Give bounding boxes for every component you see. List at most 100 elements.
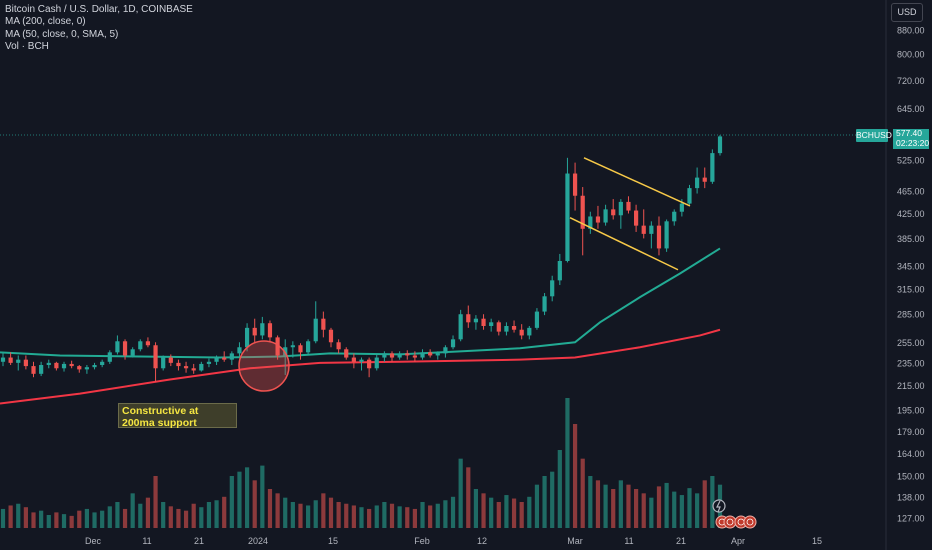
candle-body <box>145 341 151 346</box>
volume-bar <box>168 506 173 528</box>
volume-bar <box>31 512 36 528</box>
volume-bar <box>672 491 677 528</box>
volume-bar <box>603 484 608 528</box>
candle-body <box>267 323 273 338</box>
volume-bar <box>344 503 349 528</box>
legend-title: Bitcoin Cash / U.S. Dollar, 1D, COINBASE <box>5 4 193 15</box>
candle-body <box>702 177 707 182</box>
candle-body <box>405 353 410 356</box>
candle-body <box>306 341 311 353</box>
chart-legend: Bitcoin Cash / U.S. Dollar, 1D, COINBASE… <box>5 4 193 53</box>
candle-body <box>710 153 715 182</box>
x-tick-label: 21 <box>676 536 686 546</box>
candle-body <box>77 366 82 370</box>
ma200-line <box>0 328 721 405</box>
volume-bar <box>702 480 707 528</box>
y-tick-label: 255.00 <box>897 338 925 348</box>
volume-bar <box>229 476 234 528</box>
candle-body <box>100 361 105 366</box>
volume-bar <box>679 495 684 528</box>
y-tick-label: 164.00 <box>897 449 925 459</box>
volume-bar <box>46 515 51 528</box>
volume-bar <box>397 506 402 528</box>
candle-body <box>672 211 677 222</box>
volume-bar <box>153 476 158 528</box>
volume-bar <box>130 493 135 528</box>
y-tick-label: 150.00 <box>897 472 925 482</box>
volume-bar <box>428 505 433 528</box>
volume-bar <box>420 502 425 528</box>
volume-bar <box>664 482 669 528</box>
candle-body <box>435 353 440 356</box>
candle-body <box>191 368 196 371</box>
candle-body <box>504 325 509 332</box>
volume-bar <box>283 497 288 528</box>
volume-bar <box>595 480 601 528</box>
volume-bar <box>0 508 6 528</box>
candle-body <box>489 322 494 326</box>
volume-bar <box>54 512 59 528</box>
candle-body <box>595 216 601 223</box>
candle-body <box>367 359 372 369</box>
volume-bar <box>176 508 181 528</box>
volume-bar <box>328 497 334 528</box>
volume-bar <box>443 500 448 528</box>
volume-bar <box>611 489 616 528</box>
channel-upper-line <box>583 157 691 207</box>
candle-body <box>534 311 540 328</box>
volume-bar <box>275 493 280 528</box>
candle-body <box>122 341 128 356</box>
x-tick-label: Apr <box>731 536 745 546</box>
currency-button[interactable]: USD <box>891 3 923 22</box>
legend-volume: Vol · BCH <box>5 40 49 52</box>
volume-bar <box>306 505 311 528</box>
candle-body <box>46 362 51 366</box>
channel-lower-line <box>569 216 679 271</box>
candle-body <box>695 177 700 189</box>
volume-bar <box>588 476 593 528</box>
candle-body <box>321 318 326 330</box>
y-tick-label: 235.00 <box>897 358 925 368</box>
candle-body <box>16 359 21 363</box>
candle-body <box>679 203 684 212</box>
candle-body <box>412 355 417 358</box>
volume-bar <box>450 496 456 528</box>
y-tick-label: 525.00 <box>897 156 925 166</box>
volume-bar <box>550 471 555 528</box>
volume-bar <box>534 484 540 528</box>
volume-bar <box>8 505 13 528</box>
lightning-icon-glyph <box>716 500 721 513</box>
candle-body <box>466 314 471 323</box>
y-tick-label: 315.00 <box>897 284 925 294</box>
volume-bar <box>92 512 97 528</box>
candle-body <box>260 323 265 336</box>
candle-body <box>244 327 250 348</box>
candle-body <box>374 357 379 369</box>
legend-ma200: MA (200, close, 0) <box>5 16 86 28</box>
volume-bar <box>138 503 143 528</box>
candle-body <box>420 352 425 358</box>
candle-body <box>450 339 456 348</box>
candle-body <box>428 352 433 356</box>
volume-bar <box>473 489 479 528</box>
volume-bar <box>687 488 692 528</box>
candle-body <box>687 188 692 204</box>
y-tick-label: 800.00 <box>897 50 925 60</box>
annotation-note[interactable]: Constructive at 200ma support <box>118 403 237 429</box>
candle-body <box>336 342 341 350</box>
y-tick-label: 179.00 <box>897 427 925 437</box>
volume-bar <box>267 489 273 528</box>
candle-body <box>717 136 723 154</box>
volume-bar <box>367 508 372 528</box>
candle-body <box>572 173 578 196</box>
volume-bar <box>313 500 318 528</box>
volume-bar <box>115 502 120 528</box>
volume-bar <box>84 508 90 528</box>
candle-body <box>656 225 662 249</box>
candle-body <box>603 209 608 223</box>
volume-bar <box>191 503 196 528</box>
x-tick-label: 15 <box>812 536 822 546</box>
candle-body <box>519 329 524 336</box>
volume-bar <box>321 493 326 528</box>
